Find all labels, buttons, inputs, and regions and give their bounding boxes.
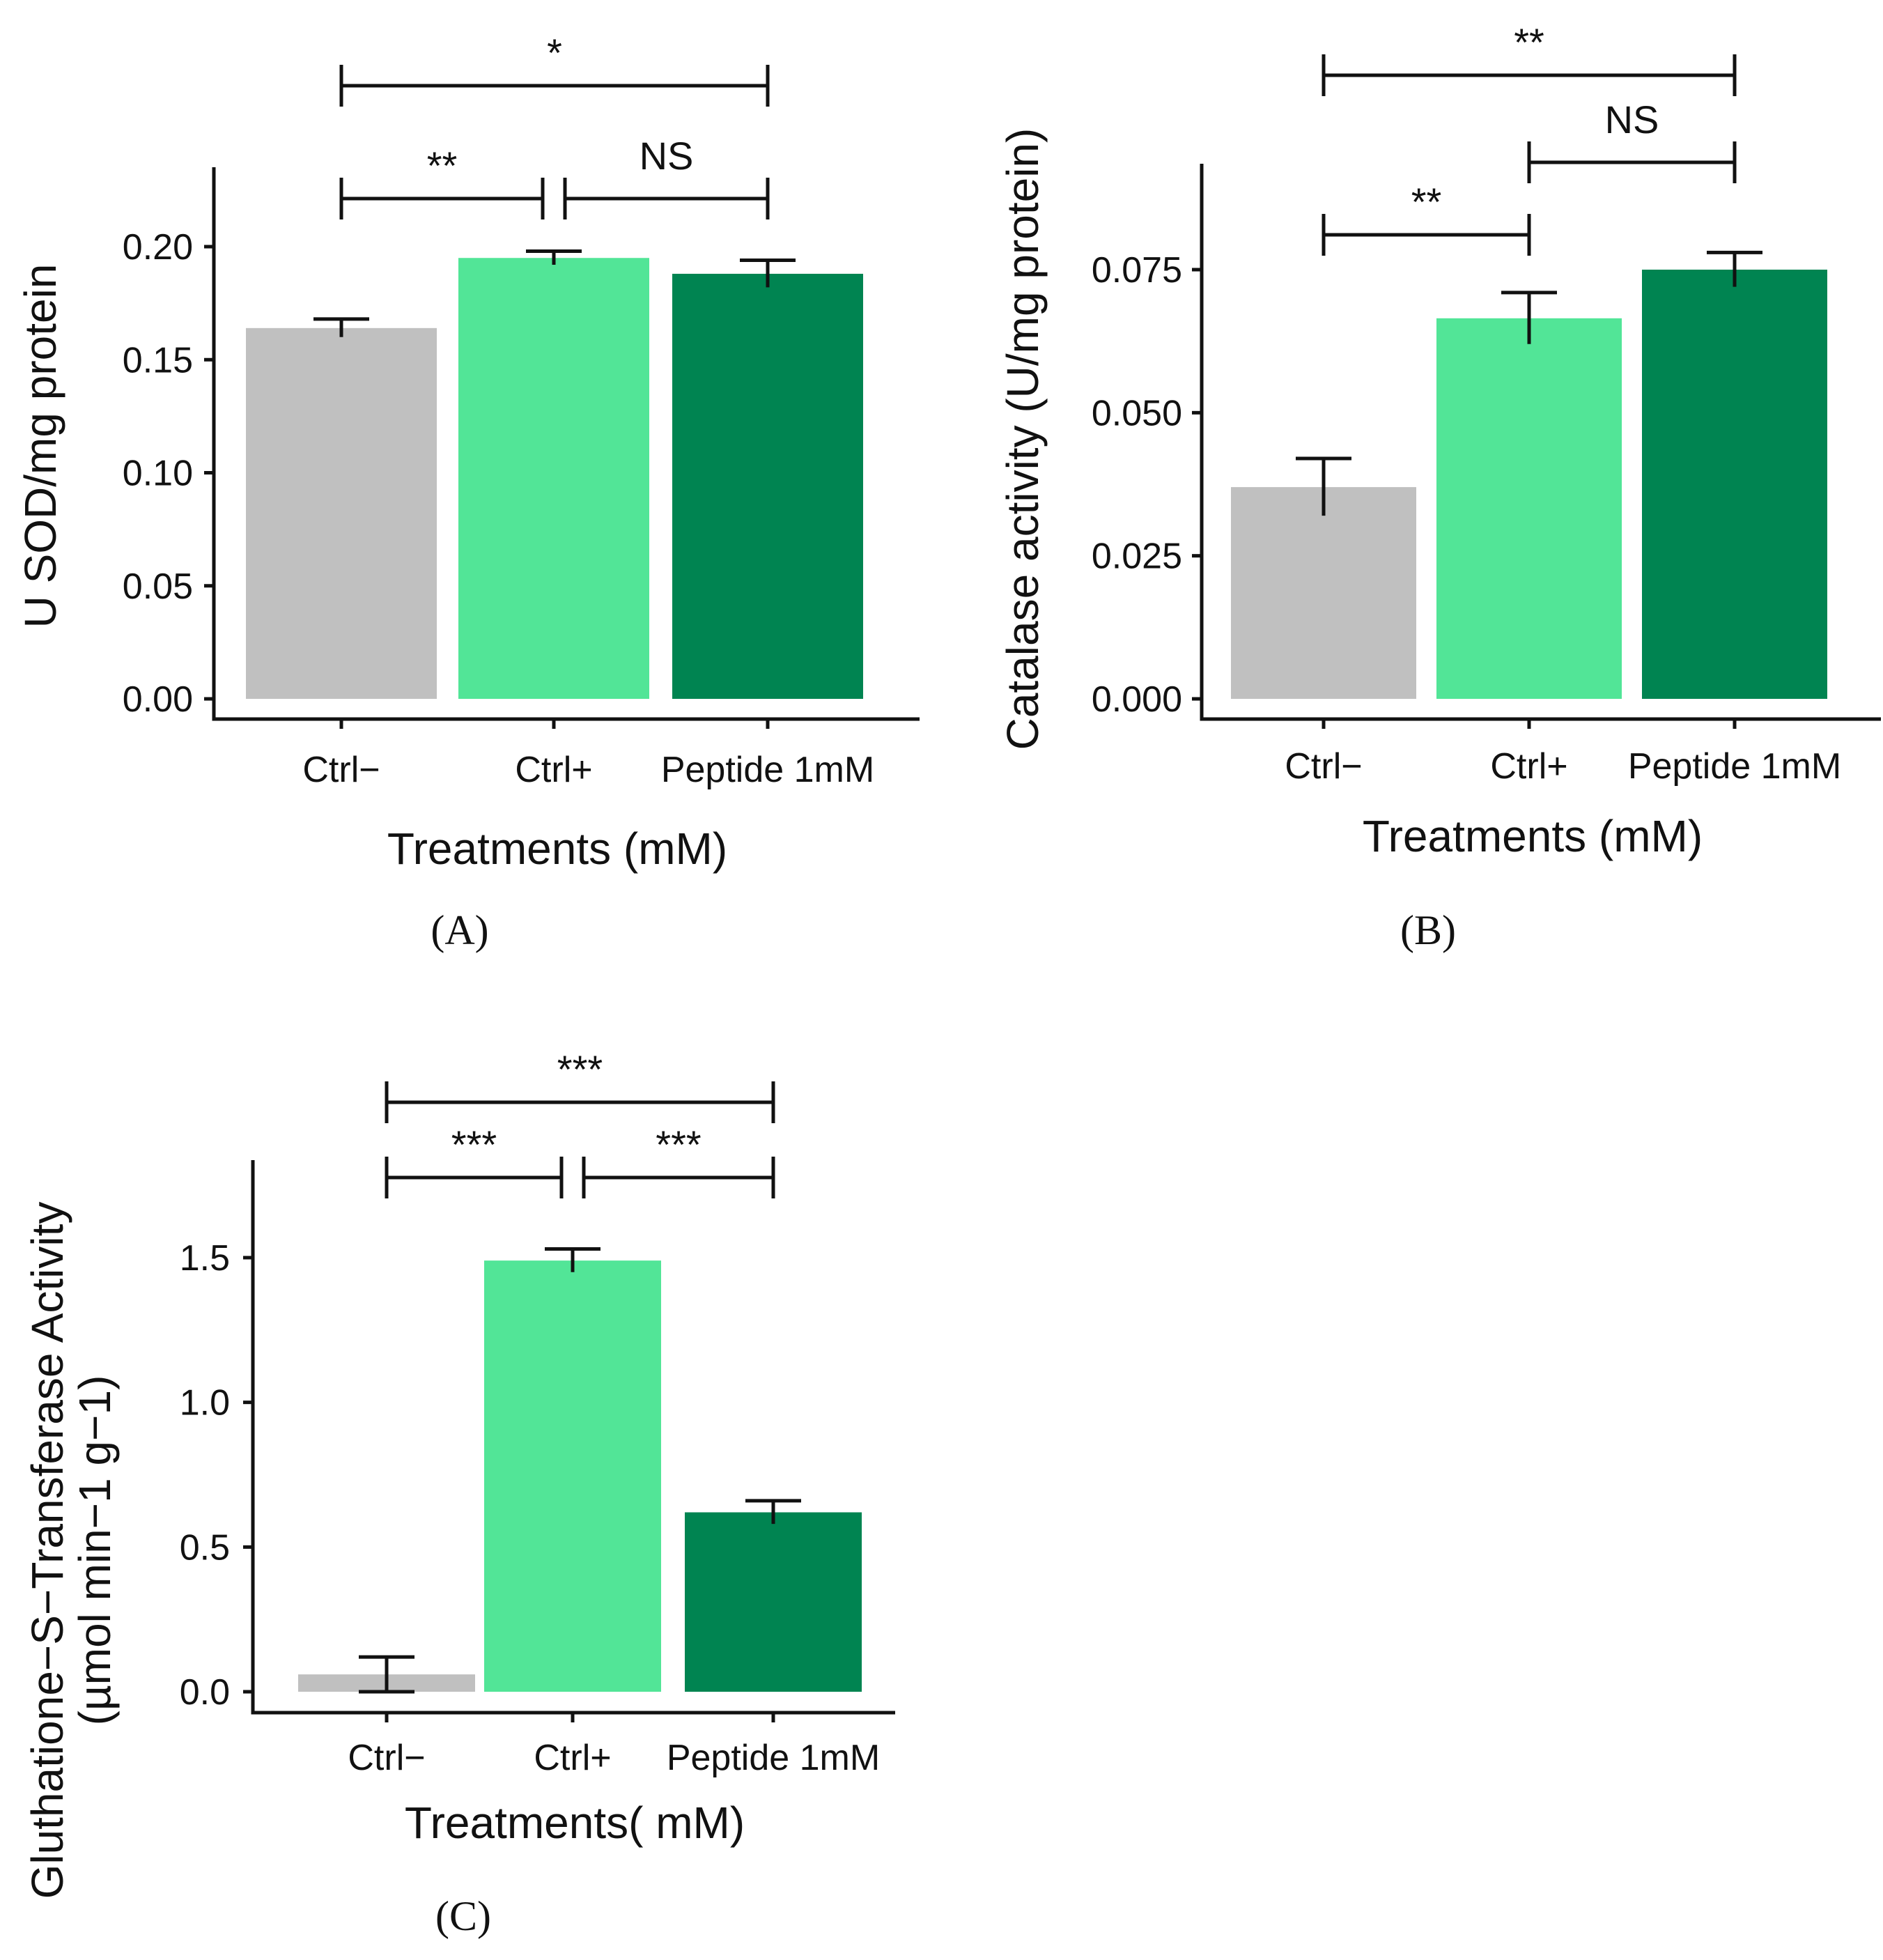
panel-c-y-tick-label: 1.5 (180, 1238, 230, 1279)
chart-panel-b: 0.000 0.025 0.050 0.075 Ctrl− Ctrl+ Peptide 1m… (998, 20, 1881, 953)
chart-panel-a: 0.00 0.05 0.10 0.15 0.20 Ctrl− Ctrl+ Peptide 1m… (15, 31, 920, 953)
panel-c-x-axis-title: Treatments( mM) (405, 1798, 745, 1848)
panel-a-label: (A) (431, 907, 488, 953)
panel-b-error-bar-1 (1296, 456, 1351, 516)
panel-c-x-tick-label: Ctrl− (348, 1738, 425, 1778)
panel-b-y-tick-label: 0.075 (1092, 250, 1182, 291)
panel-c-x-tick-label: Ctrl+ (534, 1738, 611, 1778)
panel-c-x-tick-label: Peptide 1mM (667, 1738, 880, 1778)
panel-b-bar-2 (1436, 318, 1622, 699)
panel-b-x-axis-title: Treatments (mM) (1363, 811, 1703, 861)
panel-a-bar-3 (672, 273, 863, 699)
panel-b-error-bar-3 (1707, 250, 1762, 287)
panel-c-bar-3 (685, 1512, 862, 1692)
panel-a-y-tick-label: 0.20 (123, 227, 193, 268)
panel-b-y-tick-label: 0.025 (1092, 537, 1182, 577)
panel-a-y-axis-title: U SOD/mg protein (15, 264, 65, 628)
panel-b-y-tick-label: 0.000 (1092, 679, 1182, 720)
panel-b-bar-3 (1642, 270, 1827, 699)
panel-a-y-tick-label: 0.05 (123, 566, 193, 607)
panel-a-axes (212, 167, 920, 721)
panel-b-sig-bracket-3 (1322, 54, 1737, 96)
panel-b-sig-label-3: ** (1514, 20, 1544, 64)
panel-c-y-tick-label: 0.0 (180, 1672, 230, 1713)
panel-a-sig-bracket-2 (563, 178, 770, 219)
panel-c-sig-label-2: *** (656, 1122, 701, 1166)
panel-b-label: (B) (1400, 907, 1456, 953)
panel-a-sig-label-1: ** (427, 144, 458, 187)
panel-b-x-tick-label: Ctrl− (1285, 746, 1362, 787)
panel-c-y-tick-label: 0.5 (180, 1527, 230, 1568)
panel-b-sig-bracket-2 (1527, 141, 1737, 183)
panel-b-x-tick-label: Peptide 1mM (1628, 746, 1841, 787)
panel-c-error-bar-2 (545, 1247, 600, 1272)
chart-panel-c: 0.0 0.5 1.0 1.5 Ctrl− Ctrl+ Peptide 1mM Treatme… (22, 1047, 895, 1939)
panel-c-y-axis-title: Gluthatione−S−Transferase Activity (22, 1202, 72, 1899)
panel-c-sig-bracket-1 (385, 1157, 564, 1198)
panel-a-x-tick-label: Peptide 1mM (661, 750, 874, 790)
panel-b-y-axis-title: Catalase activity (U/mg protein) (998, 128, 1048, 750)
panel-b-y-tick-label: 0.050 (1092, 393, 1182, 433)
panel-a-x-axis-title: Treatments (mM) (387, 824, 727, 874)
panel-a-sig-bracket-1 (339, 178, 545, 219)
panel-b-axes (1200, 164, 1881, 721)
panel-a-y-tick-label: 0.10 (123, 454, 193, 494)
panel-c-sig-label-1: *** (451, 1122, 497, 1166)
panel-c-sig-label-3: *** (557, 1047, 603, 1091)
panel-a-y-tick-label: 0.00 (123, 679, 193, 720)
panel-a-sig-label-2: NS (640, 134, 694, 178)
panel-b-bar-1 (1231, 487, 1416, 699)
panel-a-error-bar-3 (740, 258, 796, 288)
panel-a-x-tick-label: Ctrl− (302, 750, 380, 790)
panel-b-sig-label-1: ** (1411, 180, 1442, 224)
panel-b-x-tick-label: Ctrl+ (1490, 746, 1567, 787)
panel-c-error-bar-3 (745, 1499, 801, 1525)
panel-a-sig-bracket-3 (339, 65, 770, 107)
panel-a-x-tick-label: Ctrl+ (515, 750, 592, 790)
panel-a-error-bar-1 (313, 317, 369, 337)
panel-a-bar-1 (246, 327, 437, 699)
panel-c-axes (251, 1160, 895, 1715)
panel-c-y-tick-label: 1.0 (180, 1383, 230, 1423)
panel-b-error-bar-2 (1501, 291, 1557, 344)
panel-b-sig-label-2: NS (1605, 98, 1659, 141)
panel-a-y-tick-label: 0.15 (123, 340, 193, 380)
panel-a-bar-2 (458, 258, 649, 700)
panel-a-error-bar-2 (526, 249, 582, 265)
panel-c-sig-bracket-2 (582, 1157, 775, 1198)
panel-b-sig-bracket-1 (1322, 214, 1531, 256)
panel-a-sig-label-3: * (547, 31, 562, 75)
panel-c-y-axis-title: (µmol min−1 g−1) (70, 1375, 120, 1726)
panel-c-sig-bracket-3 (385, 1081, 775, 1123)
panel-c-bar-2 (484, 1260, 661, 1692)
panel-c-label: (C) (435, 1893, 491, 1939)
panel-c-error-bar-1 (359, 1655, 414, 1694)
